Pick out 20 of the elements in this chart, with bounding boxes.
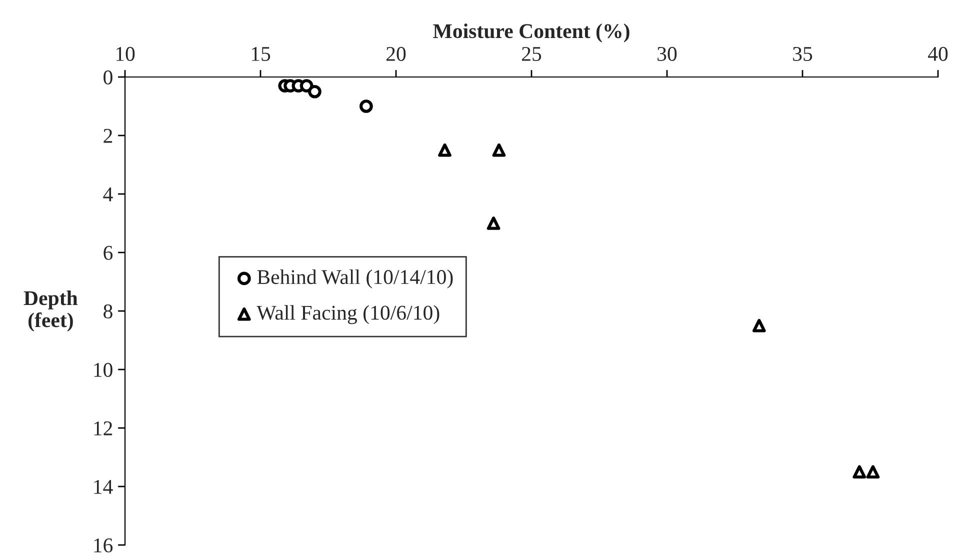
y-tick-label: 8 [104, 304, 112, 318]
x-axis-title: Moisture Content (%) [433, 24, 630, 42]
x-tick-label: 10 [116, 46, 135, 61]
y-tick-label: 14 [94, 480, 113, 494]
y-tick-label: 0 [104, 70, 112, 84]
y-tick-label: 12 [94, 421, 112, 436]
legend-label: Behind Wall (10/14/10) [257, 269, 453, 288]
y-tick-label: 6 [104, 246, 113, 260]
x-tick-label: 25 [522, 46, 542, 61]
x-tick-label: 15 [252, 47, 270, 61]
y-axis-title: Depth (feet) [24, 290, 78, 332]
y-tick-label: 16 [94, 538, 113, 552]
y-tick-label: 10 [94, 362, 112, 377]
y-tick-label: 2 [104, 128, 112, 143]
x-tick-label: 30 [658, 46, 677, 61]
legend-label: Wall Facing (10/6/10) [256, 305, 440, 324]
x-tick-label: 35 [793, 46, 812, 61]
x-tick-label: 20 [386, 46, 406, 61]
x-tick-label: 40 [928, 46, 948, 61]
y-tick-label: 4 [103, 188, 113, 202]
